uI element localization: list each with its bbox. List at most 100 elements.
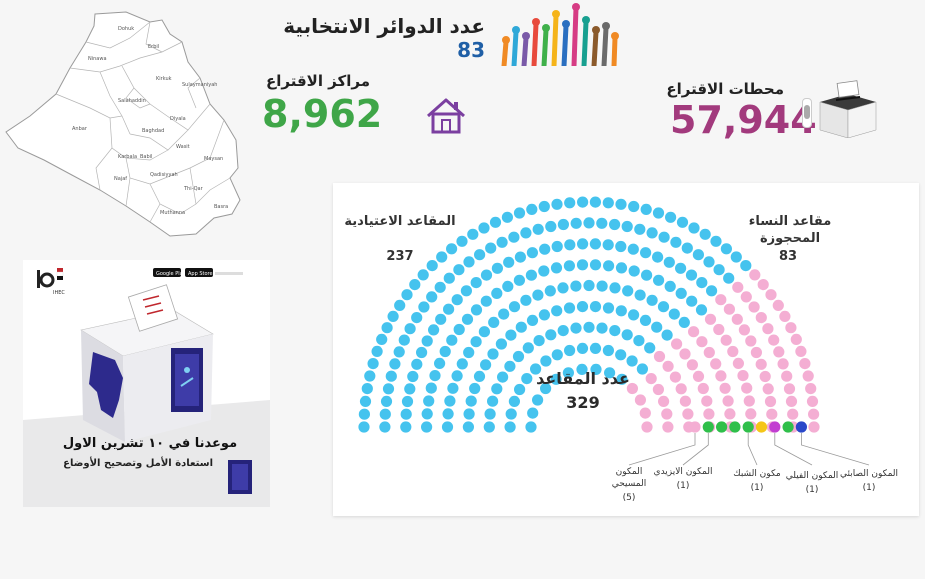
regular-seat-dot xyxy=(640,203,652,215)
women-seats-count: 83 xyxy=(778,249,798,264)
regular-seat-dot xyxy=(512,350,525,363)
regular-seat-dot xyxy=(421,335,433,347)
sabean-seat-dot xyxy=(795,421,807,433)
svg-text:Baghdad: Baghdad xyxy=(142,128,164,134)
regular-seat-dot xyxy=(446,243,458,255)
women-seats-label: مقاعد النساء المحجوزة xyxy=(748,214,832,246)
regular-seat-dot xyxy=(409,279,421,291)
regular-seat-dot xyxy=(429,370,441,382)
regular-seat-dot xyxy=(498,308,510,320)
regular-seat-dot xyxy=(495,338,507,350)
poster-date-line: موعدنا في ١٠ تشرين الاول xyxy=(62,436,238,451)
regular-seat-dot xyxy=(628,200,640,213)
regular-seat-dot xyxy=(367,358,379,370)
regular-seat-dot xyxy=(480,359,492,371)
regular-seat-dot xyxy=(577,196,589,208)
regular-seat-dot xyxy=(371,345,383,357)
minority-leader-line xyxy=(800,433,870,466)
regular-seat-dot xyxy=(609,325,621,337)
regular-seat-dot xyxy=(411,358,423,370)
regular-seat-dot xyxy=(540,355,552,367)
regular-seat-dot xyxy=(443,272,455,284)
regular-seat-dot xyxy=(527,407,539,419)
regular-seat-dot xyxy=(508,301,521,313)
minority-label: المكون الصابئي xyxy=(839,469,899,479)
regular-seat-dot xyxy=(583,321,595,333)
regular-seat-dot xyxy=(532,394,544,406)
house-icon xyxy=(427,98,465,134)
svg-text:Muthanna: Muthanna xyxy=(160,210,185,216)
scrollbar-thumb[interactable] xyxy=(804,105,810,119)
regular-seat-dot xyxy=(491,287,503,299)
regular-seat-dot xyxy=(444,395,456,407)
women-seat-dot xyxy=(653,350,666,363)
regular-seat-dot xyxy=(382,383,395,395)
regular-seat-dot xyxy=(379,421,391,433)
minority-label: المكون الايزيدي xyxy=(653,467,713,477)
minority-count: (1) xyxy=(805,485,819,495)
faili-seat-dot xyxy=(755,421,768,433)
minority-leader-line xyxy=(747,433,758,466)
regular-seat-dot xyxy=(551,305,563,317)
regular-seat-dot xyxy=(615,305,627,317)
regular-seat-dot xyxy=(364,370,376,382)
scrollbar[interactable] xyxy=(802,98,812,128)
regular-seat-dot xyxy=(589,342,602,354)
regular-seat-dot xyxy=(615,198,627,210)
regular-seat-dot xyxy=(463,256,475,268)
women-seat-dot xyxy=(745,335,757,347)
regular-seat-dot xyxy=(663,256,675,268)
regular-seat-dot xyxy=(520,294,532,306)
regular-seat-dot xyxy=(563,302,576,314)
women-seat-dot xyxy=(652,383,664,396)
women-seat-dot xyxy=(785,395,798,407)
regular-seat-dot xyxy=(703,256,715,268)
regular-seat-dot xyxy=(720,243,732,255)
districts-value: 83 xyxy=(457,38,485,62)
regular-seat-dot xyxy=(404,323,416,335)
women-seat-dot xyxy=(710,358,722,370)
women-seat-dot xyxy=(743,395,755,407)
regular-seat-dot xyxy=(428,324,440,336)
regular-seat-dot xyxy=(576,363,588,375)
women-seat-dot xyxy=(799,358,811,370)
regular-seat-dot xyxy=(520,227,532,239)
women-seat-dot xyxy=(675,383,687,395)
regular-seat-dot xyxy=(469,382,481,395)
shabak-seat-dot xyxy=(729,421,741,433)
regular-seat-dot xyxy=(456,358,468,370)
women-seat-dot xyxy=(762,383,774,395)
seat-arc xyxy=(358,196,870,466)
women-seat-dot xyxy=(679,395,691,407)
women-seat-dot xyxy=(757,279,769,291)
regular-seat-dot xyxy=(641,269,653,281)
regular-seat-dot xyxy=(487,395,499,407)
regular-seat-dot xyxy=(453,323,465,336)
regular-seat-dot xyxy=(505,329,517,341)
regular-seat-dot xyxy=(416,346,428,359)
regular-seat-dot xyxy=(417,269,429,281)
regular-seat-dot xyxy=(692,249,704,261)
svg-text:IHEC: IHEC xyxy=(53,290,65,296)
women-seat-dot xyxy=(805,383,817,395)
women-seat-dot xyxy=(688,326,700,338)
regular-seat-dot xyxy=(539,243,551,255)
regular-seat-dot xyxy=(686,295,698,307)
regular-seat-dot xyxy=(358,421,370,433)
regular-seat-dot xyxy=(557,218,569,231)
regular-seat-dot xyxy=(640,247,652,259)
regular-seat-dot xyxy=(505,408,517,420)
regular-seat-dot xyxy=(515,321,527,333)
regular-seat-dot xyxy=(570,217,582,229)
regular-seat-dot xyxy=(658,231,670,243)
regular-seat-dot xyxy=(570,280,582,292)
regular-seat-dot xyxy=(540,382,552,395)
regular-seat-dot xyxy=(385,370,397,382)
regular-seat-dot xyxy=(473,370,486,382)
women-seat-dot xyxy=(701,395,713,407)
minority-yazidi: المكون الايزيدي (1) xyxy=(651,466,715,492)
minority-count: (1) xyxy=(862,483,876,493)
women-seat-dot xyxy=(715,370,727,382)
svg-text:Kirkuk: Kirkuk xyxy=(156,76,172,82)
minority-leader-line xyxy=(682,433,709,466)
